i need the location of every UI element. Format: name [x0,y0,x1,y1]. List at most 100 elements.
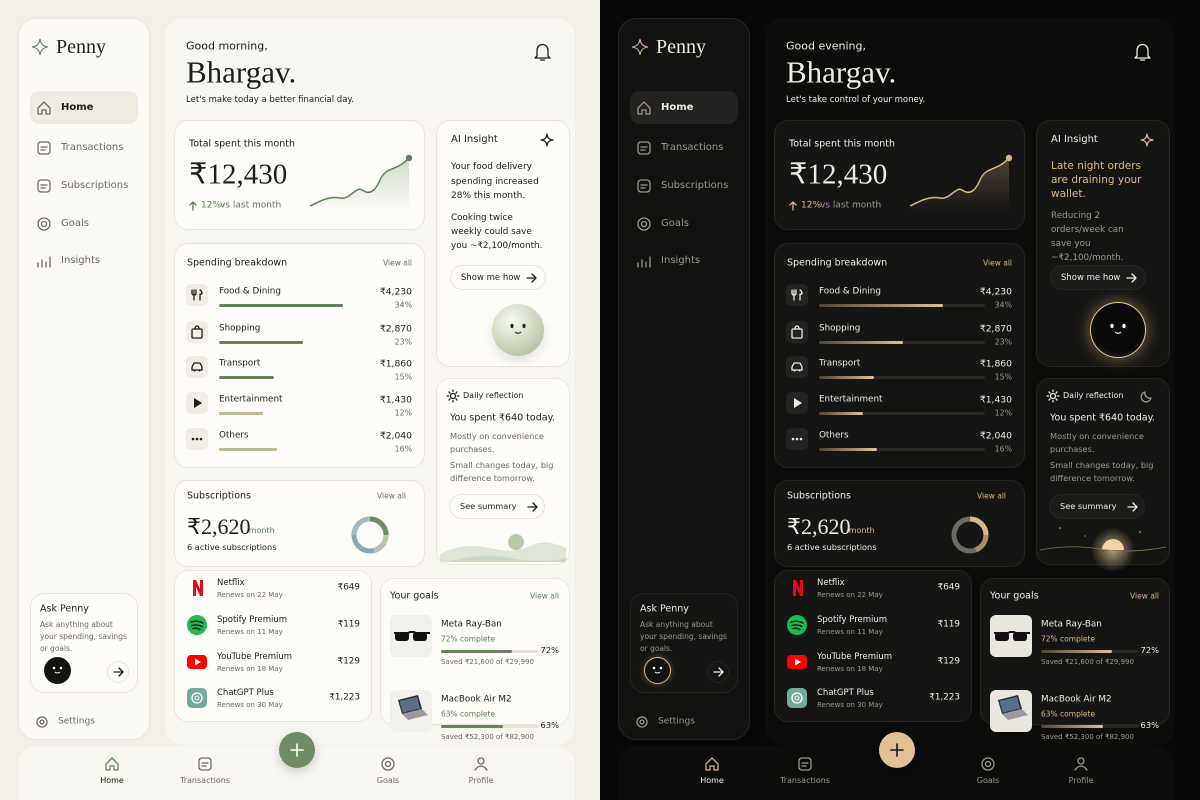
icon-part [793,369,796,372]
tab-label[interactable]: Profile [468,776,494,786]
category-name: Others [819,430,849,441]
icon-part [446,389,460,403]
icon-part [399,696,421,713]
ai-headline: Your food delivery spending increased 28… [451,162,539,201]
tab-label[interactable]: Home [100,776,124,786]
icon-part [794,325,800,330]
icon-part [199,437,203,441]
nav-icon [37,217,51,231]
icon-part [527,502,538,512]
icon-part [198,369,201,372]
service-name: ChatGPT Plus [217,687,274,698]
subscriptions-period: /month [246,526,275,536]
reflection-line: Mostly on convenience purchases. [1050,431,1144,454]
bell-icon [1134,43,1151,61]
icon-part [1122,323,1126,329]
service-logo [787,615,807,635]
service-renewal: Renews on 18 May [217,664,283,673]
nav-item[interactable]: Subscriptions [61,180,129,191]
nav-item[interactable]: Goals [661,218,689,229]
icon-part [1114,331,1122,334]
nav-icon [637,141,651,155]
view-all: View all [383,258,412,268]
icon-part [790,620,804,631]
nav-item[interactable]: Home [661,102,694,113]
nav-active-bg [630,91,738,124]
nav-item[interactable]: Home [61,102,94,113]
reflection-headline: You spent ₹640 today. [1050,412,1155,424]
icon-part [909,157,1010,207]
goal-status: 63% complete [1041,709,1096,719]
ai-headline: Late night orders are draining your wall… [1051,160,1142,200]
goal-name: Meta Ray-Ban [441,619,502,630]
icon-part [1074,765,1088,771]
category-amount: ₹1,860 [379,358,412,370]
settings[interactable]: Settings [58,716,95,727]
ask-button[interactable] [707,661,729,683]
service-price: ₹1,223 [329,692,360,703]
nav-item[interactable]: Subscriptions [661,180,729,191]
subscriptions-title: Subscriptions [787,490,851,502]
tab-icon [474,757,488,771]
service-price: ₹119 [337,619,360,630]
icon-part [194,398,202,408]
bar-track [819,412,985,415]
category-share: 16% [994,444,1012,454]
nav-item[interactable]: Transactions [61,142,124,153]
icon-part [191,362,203,371]
change: 12% [801,200,822,211]
summary-button-label[interactable]: See summary [460,501,517,512]
penny-avatar [644,657,671,684]
tab-label[interactable]: Transactions [180,776,230,786]
nav-icon [37,101,51,115]
ai-title: AI Insight [451,134,498,145]
icon-part [791,289,803,301]
icon-part [640,220,648,228]
nav-item[interactable]: Insights [661,255,701,266]
summary-button-label[interactable]: See summary [1060,501,1117,512]
subscriptions-donut [951,516,989,554]
category-share: 15% [394,372,412,382]
goal-status: 72% complete [1041,634,1096,644]
tab-label[interactable]: Goals [376,776,400,786]
ask-button[interactable] [107,661,129,683]
ask-arrow [113,667,124,677]
icon-part [795,658,801,666]
category-name: Shopping [219,323,261,334]
ai-button[interactable] [1050,265,1146,290]
ai-button-label[interactable]: Show me how [1061,272,1121,283]
nav-active-bg [30,91,138,124]
settings[interactable]: Settings [658,716,695,727]
subscriptions-count: 6 active subscriptions [187,542,277,553]
icon-part [113,667,124,677]
icon-part [201,762,209,767]
subscriptions-title: Subscriptions [187,490,251,502]
icon-part [974,534,989,553]
tab-label[interactable]: Goals [976,776,1000,786]
service-price: ₹649 [937,582,960,593]
ai-button-label[interactable]: Show me how [461,272,521,283]
change-text: vs last month [820,200,882,211]
goal-saved: Saved ₹52,300 of ₹82,900 [441,732,534,741]
share-bar [819,304,944,307]
service-logo [187,655,207,669]
change-text: vs last month [220,200,282,211]
nav-item[interactable]: Transactions [661,142,724,153]
nav-item[interactable]: Goals [61,218,89,229]
tab-label[interactable]: Home [700,776,724,786]
icon-part [637,141,651,155]
icon-part [190,620,204,631]
icon-part [37,101,51,115]
nav-icon [37,141,51,155]
tab-label[interactable]: Transactions [780,776,830,786]
icon-part [1084,535,1086,537]
avatar-face [652,666,663,674]
service-name: YouTube Premium [217,651,293,662]
reflection-headline: You spent ₹640 today. [450,412,555,424]
icon-part [639,719,645,725]
icon-part [191,437,195,441]
icon-part [54,671,61,674]
tab-label[interactable]: Profile [1068,776,1094,786]
icon-part [1002,709,1028,720]
nav-item[interactable]: Insights [61,255,101,266]
